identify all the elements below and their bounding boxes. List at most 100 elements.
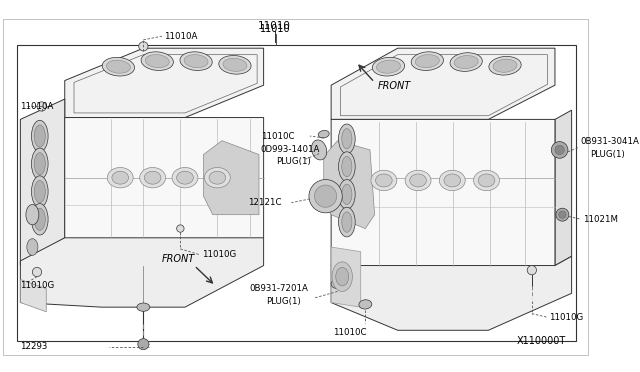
- Ellipse shape: [172, 167, 198, 188]
- Ellipse shape: [34, 208, 45, 230]
- Ellipse shape: [31, 203, 48, 235]
- Text: 12121C: 12121C: [248, 198, 282, 207]
- Text: 11010G: 11010G: [202, 250, 236, 259]
- Ellipse shape: [209, 171, 226, 184]
- Ellipse shape: [108, 167, 133, 188]
- Ellipse shape: [331, 279, 344, 289]
- Ellipse shape: [439, 170, 465, 190]
- Ellipse shape: [145, 55, 169, 68]
- Ellipse shape: [219, 55, 251, 74]
- Text: 11010G: 11010G: [549, 313, 584, 322]
- Ellipse shape: [410, 174, 426, 187]
- Ellipse shape: [34, 125, 45, 147]
- Text: 11010A: 11010A: [164, 32, 197, 41]
- Circle shape: [139, 42, 148, 51]
- Ellipse shape: [342, 129, 352, 149]
- Ellipse shape: [339, 180, 355, 209]
- Ellipse shape: [27, 239, 38, 255]
- Ellipse shape: [332, 262, 353, 291]
- Polygon shape: [20, 99, 65, 266]
- Ellipse shape: [137, 303, 150, 311]
- Ellipse shape: [444, 174, 461, 187]
- Polygon shape: [20, 279, 46, 312]
- Text: 11010C: 11010C: [261, 132, 294, 141]
- Circle shape: [138, 339, 149, 350]
- Circle shape: [177, 225, 184, 232]
- Ellipse shape: [318, 131, 329, 138]
- Ellipse shape: [180, 52, 212, 70]
- Ellipse shape: [411, 52, 444, 70]
- Circle shape: [37, 102, 46, 111]
- Polygon shape: [20, 238, 264, 307]
- Text: 0B931-7201A: 0B931-7201A: [250, 284, 308, 293]
- Bar: [17, 45, 576, 341]
- Ellipse shape: [34, 153, 45, 175]
- Circle shape: [527, 266, 536, 275]
- Text: FRONT: FRONT: [162, 254, 195, 264]
- Polygon shape: [331, 256, 572, 330]
- Text: 11021M: 11021M: [582, 215, 618, 224]
- Ellipse shape: [415, 55, 439, 68]
- Ellipse shape: [371, 170, 397, 190]
- Text: PLUG(1): PLUG(1): [590, 150, 625, 159]
- Ellipse shape: [204, 167, 230, 188]
- Ellipse shape: [342, 156, 352, 177]
- Text: PLUG(1): PLUG(1): [276, 157, 310, 166]
- Ellipse shape: [312, 140, 327, 160]
- Polygon shape: [331, 247, 361, 307]
- Text: 0B931-3041A: 0B931-3041A: [581, 137, 640, 146]
- Text: 0D993-1401A: 0D993-1401A: [261, 144, 320, 154]
- Ellipse shape: [339, 152, 355, 182]
- Ellipse shape: [31, 176, 48, 207]
- Circle shape: [551, 142, 568, 158]
- Circle shape: [314, 185, 337, 207]
- Ellipse shape: [478, 174, 495, 187]
- Text: 12293: 12293: [20, 343, 48, 352]
- Ellipse shape: [141, 52, 173, 70]
- Circle shape: [33, 267, 42, 277]
- Ellipse shape: [339, 124, 355, 154]
- Polygon shape: [65, 118, 264, 286]
- Ellipse shape: [106, 60, 131, 73]
- Text: 11010C: 11010C: [333, 328, 367, 337]
- Ellipse shape: [112, 171, 129, 184]
- Ellipse shape: [372, 57, 404, 76]
- Text: FRONT: FRONT: [378, 81, 411, 91]
- Text: 11010: 11010: [259, 21, 291, 31]
- Text: 11010A: 11010A: [20, 102, 54, 111]
- Ellipse shape: [336, 267, 349, 286]
- Polygon shape: [204, 141, 259, 215]
- Ellipse shape: [34, 180, 45, 203]
- Polygon shape: [331, 119, 555, 302]
- Ellipse shape: [493, 59, 517, 72]
- Polygon shape: [555, 110, 572, 266]
- Ellipse shape: [26, 205, 39, 225]
- Circle shape: [556, 208, 569, 221]
- Ellipse shape: [405, 170, 431, 190]
- Polygon shape: [65, 48, 264, 118]
- Ellipse shape: [140, 167, 166, 188]
- Circle shape: [555, 145, 564, 154]
- Ellipse shape: [223, 58, 247, 71]
- Polygon shape: [324, 141, 374, 228]
- Ellipse shape: [359, 300, 372, 309]
- Ellipse shape: [342, 212, 352, 232]
- Circle shape: [559, 211, 566, 218]
- Ellipse shape: [177, 171, 193, 184]
- Text: PLUG(1): PLUG(1): [266, 297, 301, 306]
- Ellipse shape: [31, 148, 48, 180]
- Text: 11010G: 11010G: [20, 281, 54, 291]
- Circle shape: [309, 180, 342, 213]
- Ellipse shape: [184, 55, 208, 68]
- Ellipse shape: [376, 60, 401, 73]
- Ellipse shape: [144, 171, 161, 184]
- Text: X110000T: X110000T: [516, 336, 566, 346]
- Text: 11010: 11010: [260, 24, 291, 34]
- Ellipse shape: [342, 184, 352, 205]
- Ellipse shape: [454, 55, 478, 68]
- Ellipse shape: [450, 53, 483, 71]
- Ellipse shape: [31, 120, 48, 152]
- Ellipse shape: [339, 207, 355, 237]
- Ellipse shape: [489, 57, 521, 75]
- Ellipse shape: [376, 174, 392, 187]
